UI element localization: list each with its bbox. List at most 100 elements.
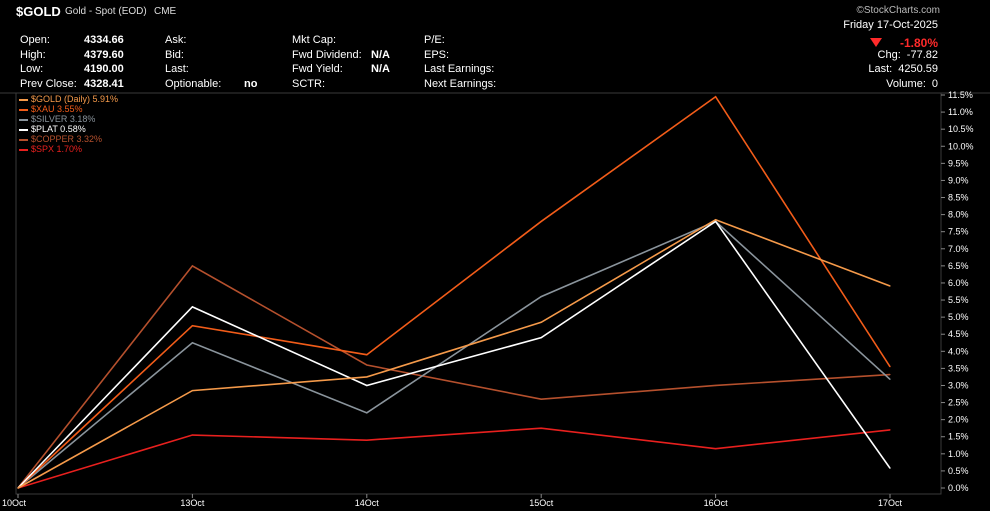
col2-label-3: Optionable: xyxy=(165,78,222,90)
x-tick-label: 16Oct xyxy=(704,498,729,508)
series-point-2-2 xyxy=(366,412,368,414)
series-point-5-3 xyxy=(540,427,542,429)
col5-label-0: Chg: xyxy=(877,49,901,61)
series-point-1-3 xyxy=(540,220,542,223)
series-point-4-4 xyxy=(715,384,717,387)
col5-label-2: Volume: xyxy=(886,78,926,90)
y-tick-label: 4.0% xyxy=(948,346,969,356)
series-line-3 xyxy=(17,220,891,489)
x-tick-label: 15Oct xyxy=(529,498,554,508)
series-line-4 xyxy=(17,264,891,489)
quote-date: Friday 17-Oct-2025 xyxy=(843,19,938,31)
legend-item-4: $COPPER 3.32% xyxy=(19,134,118,144)
y-tick-label: 1.5% xyxy=(948,432,969,442)
chart-legend: $GOLD (Daily) 5.91% $XAU 3.55% $SILVER 3.1… xyxy=(19,94,118,154)
series-point-3-2 xyxy=(366,384,368,387)
col2-label-2: Last: xyxy=(165,63,189,75)
series-point-0-2 xyxy=(366,376,368,378)
down-arrow-icon xyxy=(869,38,882,48)
y-tick-label: 1.0% xyxy=(948,449,969,459)
col1-label-3: Prev Close: xyxy=(20,78,77,90)
series-point-5-5 xyxy=(889,429,891,431)
chart-subtitle: Gold - Spot (EOD) xyxy=(65,6,147,17)
series-point-1-1 xyxy=(191,325,193,327)
col4-label-1: EPS: xyxy=(424,49,450,61)
legend-swatch xyxy=(19,108,28,111)
legend-swatch xyxy=(19,128,28,131)
y-tick-label: 3.0% xyxy=(948,380,969,390)
series-point-2-5 xyxy=(889,378,891,380)
col5-row-1: Last: 4250.59 xyxy=(868,63,938,75)
y-tick-label: 3.5% xyxy=(948,363,969,373)
y-tick-label: 9.0% xyxy=(948,175,969,185)
col2-label-1: Bid: xyxy=(165,49,184,61)
col5-value-1: 4250.59 xyxy=(898,63,938,75)
series-point-0-4 xyxy=(715,219,717,221)
series-line-0 xyxy=(17,218,891,489)
legend-item-5: $SPX 1.70% xyxy=(19,144,118,154)
col4-label-0: P/E: xyxy=(424,34,445,46)
y-tick-label: 7.5% xyxy=(948,227,969,237)
x-tick-label: 10Oct xyxy=(2,498,27,508)
series-point-0-5 xyxy=(889,285,891,287)
series-point-4-1 xyxy=(191,265,193,267)
series-point-3-5 xyxy=(889,467,891,469)
series-point-2-3 xyxy=(540,296,542,298)
col5-value-2: 0 xyxy=(931,78,938,90)
series-point-5-1 xyxy=(191,434,193,436)
series-point-1-5 xyxy=(889,366,891,368)
x-tick-label: 17Oct xyxy=(878,498,903,508)
y-tick-label: 0.0% xyxy=(948,483,969,493)
series-point-4-5 xyxy=(889,373,891,376)
legend-swatch xyxy=(19,148,28,151)
series-line-1 xyxy=(17,95,891,489)
legend-label: $COPPER 3.32% xyxy=(31,134,103,144)
y-tick-label: 11.0% xyxy=(948,107,973,117)
legend-label: $GOLD (Daily) 5.91% xyxy=(31,94,119,104)
legend-label: $PLAT 0.58% xyxy=(31,124,86,134)
exchange-label: CME xyxy=(154,6,177,17)
col3-value-1: N/A xyxy=(371,49,390,61)
y-tick-label: 6.5% xyxy=(948,261,969,271)
change-pct-badge: -1.80% xyxy=(869,34,938,52)
y-tick-label: 10.0% xyxy=(948,141,974,151)
y-tick-label: 11.5% xyxy=(948,90,973,100)
legend-label: $XAU 3.55% xyxy=(31,104,83,114)
y-tick-label: 6.0% xyxy=(948,278,969,288)
series-line-5 xyxy=(17,427,891,489)
y-tick-label: 5.5% xyxy=(948,295,969,305)
series-point-0-3 xyxy=(540,321,542,323)
x-tick-label: 14Oct xyxy=(355,498,380,508)
col4-label-3: Next Earnings: xyxy=(424,78,497,90)
series-point-1-2 xyxy=(366,354,368,356)
series-point-5-2 xyxy=(366,439,368,441)
legend-item-3: $PLAT 0.58% xyxy=(19,124,118,134)
col3-label-0: Mkt Cap: xyxy=(292,34,337,46)
y-tick-label: 5.0% xyxy=(948,312,969,322)
series-point-4-2 xyxy=(366,364,368,366)
col5-value-0: -77.82 xyxy=(906,49,938,61)
col3-label-3: SCTR: xyxy=(292,78,325,90)
chart-symbol: $GOLD xyxy=(16,4,61,19)
series-point-5-4 xyxy=(715,448,717,450)
change-pct: -1.80% xyxy=(899,36,938,50)
col5-row-0: Chg: -77.82 xyxy=(878,49,938,61)
legend-item-0: $GOLD (Daily) 5.91% xyxy=(19,94,118,104)
col1-label-2: Low: xyxy=(20,63,44,75)
col2-value-3: no xyxy=(244,78,258,90)
col5-row-2: Volume: 0 xyxy=(886,78,938,90)
series-point-1-4 xyxy=(715,96,717,98)
y-tick-label: 2.0% xyxy=(948,415,969,425)
y-tick-label: 8.5% xyxy=(948,193,969,203)
x-tick-label: 13Oct xyxy=(180,498,205,508)
legend-label: $SPX 1.70% xyxy=(31,144,83,154)
series-point-0-0 xyxy=(17,487,19,489)
col2-label-0: Ask: xyxy=(165,34,187,46)
col3-value-2: N/A xyxy=(371,63,390,75)
legend-swatch xyxy=(19,118,28,121)
series-line-2 xyxy=(17,220,891,489)
col5-label-1: Last: xyxy=(868,63,893,75)
y-tick-label: 9.5% xyxy=(948,158,969,168)
legend-swatch xyxy=(19,138,28,141)
col1-value-2: 4190.00 xyxy=(84,63,124,75)
